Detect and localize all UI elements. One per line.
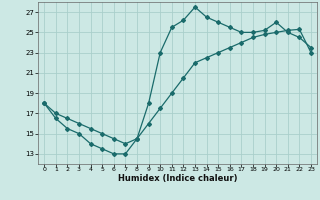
X-axis label: Humidex (Indice chaleur): Humidex (Indice chaleur) (118, 174, 237, 183)
